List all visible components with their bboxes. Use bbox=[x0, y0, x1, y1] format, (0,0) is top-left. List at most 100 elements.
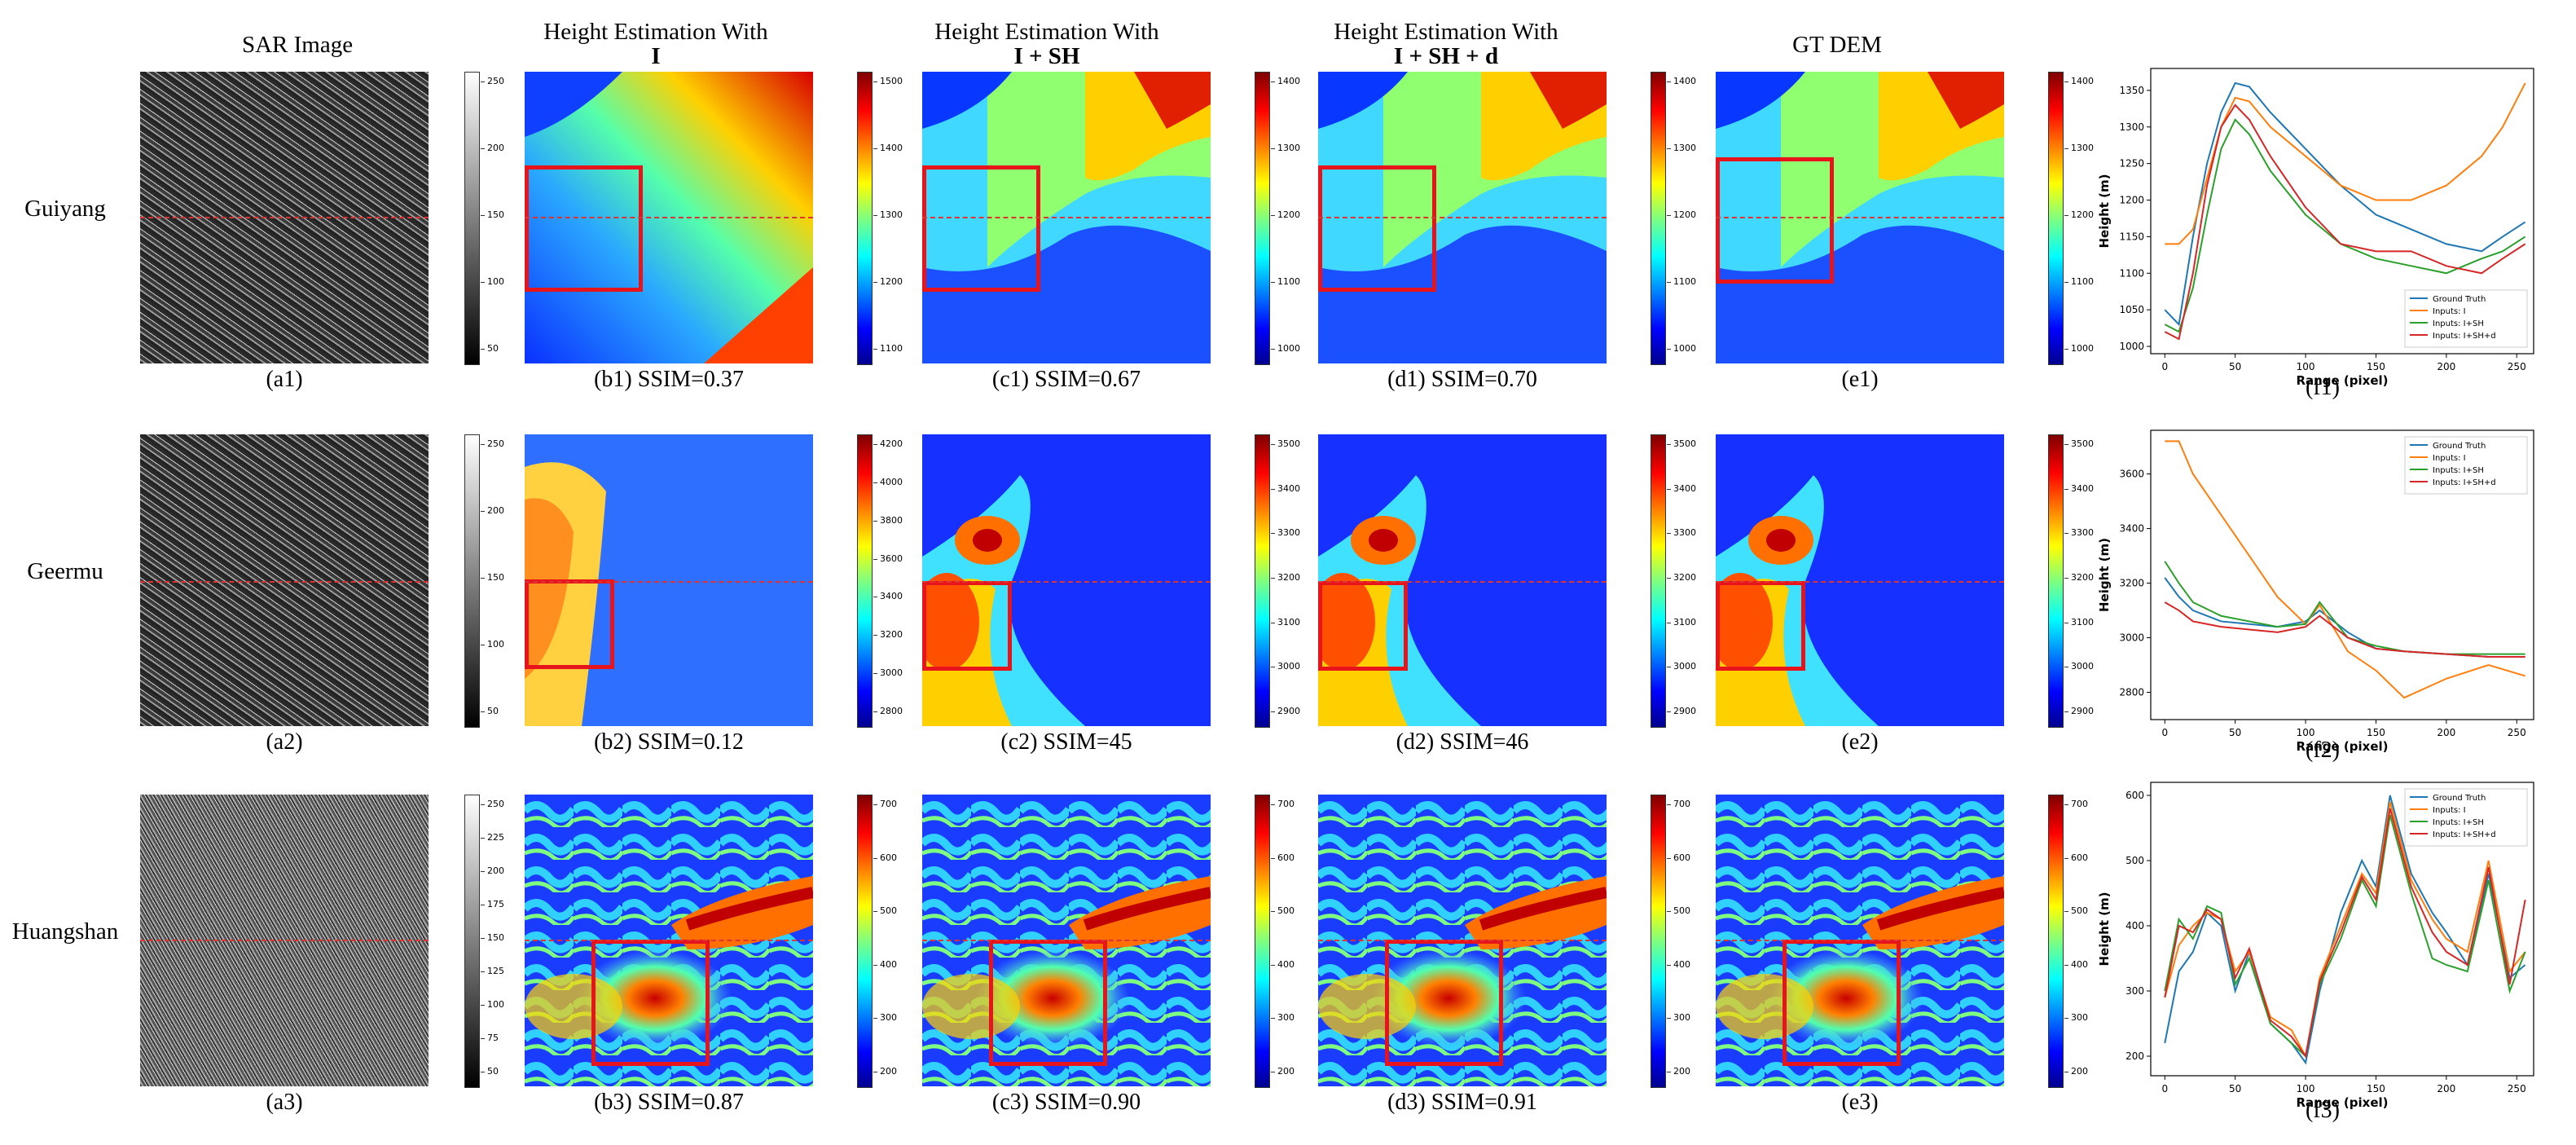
profile-line-b3 bbox=[525, 940, 813, 941]
legend-label-3: Inputs: I+SH+d bbox=[2433, 332, 2496, 341]
colorbar-tick-mark bbox=[1271, 578, 1275, 579]
tile-b2 bbox=[525, 434, 813, 726]
caption-f2: (f2) bbox=[2306, 738, 2340, 763]
colorbar-tick-mark bbox=[1667, 349, 1671, 350]
x-tick-label: 200 bbox=[2437, 1083, 2455, 1094]
x-tick-label: 150 bbox=[2367, 727, 2385, 738]
colorbar-tick-mark bbox=[2064, 81, 2068, 82]
colorbar-tick-mark bbox=[1667, 578, 1671, 579]
y-tick-label: 1250 bbox=[2119, 158, 2144, 170]
colorbar-tick-label: 300 bbox=[1673, 1012, 1690, 1024]
colorbar-tick-mark bbox=[873, 911, 877, 913]
colorbar-tick-label: 500 bbox=[1673, 905, 1690, 917]
colorbar-tick-label: 700 bbox=[880, 799, 897, 809]
colorbar-tick-mark bbox=[481, 444, 485, 445]
series-line-1 bbox=[2164, 801, 2526, 1059]
colorbar-tick-mark bbox=[1271, 349, 1275, 350]
colorbar-b1 bbox=[857, 72, 873, 365]
colorbar-tick-mark bbox=[2064, 444, 2068, 445]
profile-line-a1 bbox=[140, 217, 429, 218]
header-d: Height Estimation With I + SH + d bbox=[1334, 19, 1558, 69]
legend-label-1: Inputs: I bbox=[2433, 806, 2466, 815]
highlight-box-d1 bbox=[1318, 165, 1436, 292]
colorbar-tick-label: 50 bbox=[487, 706, 499, 716]
colorbar-tick-label: 100 bbox=[487, 639, 504, 650]
colorbar-c2 bbox=[1255, 434, 1270, 728]
colorbar-sar3 bbox=[464, 795, 480, 1088]
colorbar-tick-mark bbox=[873, 215, 877, 216]
profile-line-c1 bbox=[922, 217, 1211, 218]
colorbar-tick-mark bbox=[481, 838, 485, 839]
colorbar-tick-mark bbox=[1667, 711, 1671, 712]
colorbar-d3 bbox=[1651, 795, 1666, 1088]
y-tick-label: 1300 bbox=[2119, 121, 2144, 133]
x-tick-label: 150 bbox=[2367, 1083, 2385, 1094]
colorbar-tick-label: 1200 bbox=[2071, 209, 2094, 220]
row-label-geermu: Geermu bbox=[27, 558, 103, 584]
colorbar-tick-label: 2800 bbox=[880, 706, 903, 716]
legend-label-0: Ground Truth bbox=[2433, 794, 2486, 803]
colorbar-tick-mark bbox=[873, 857, 877, 859]
colorbar-tick-mark bbox=[873, 635, 877, 636]
tile-d2 bbox=[1318, 434, 1607, 726]
colorbar-e3 bbox=[2048, 795, 2064, 1088]
caption-b3: (b3) SSIM=0.87 bbox=[594, 1090, 744, 1115]
colorbar-tick-label: 500 bbox=[2071, 905, 2088, 917]
x-tick-label: 100 bbox=[2297, 727, 2315, 738]
profile-line-e1 bbox=[1716, 217, 2004, 218]
caption-c2: (c2) SSIM=45 bbox=[1000, 729, 1132, 755]
colorbar-tick-label: 3100 bbox=[2071, 616, 2094, 628]
highlight-box-b3 bbox=[591, 940, 710, 1066]
colorbar-tick-label: 400 bbox=[880, 958, 897, 970]
colorbar-tick-mark bbox=[2064, 711, 2068, 712]
caption-c3: (c3) SSIM=0.90 bbox=[991, 1090, 1141, 1115]
colorbar-tick-label: 600 bbox=[1277, 852, 1295, 863]
colorbar-tick-label: 300 bbox=[1277, 1012, 1295, 1024]
colorbar-tick-label: 1000 bbox=[2071, 343, 2094, 354]
colorbar-tick-mark bbox=[1667, 804, 1671, 805]
colorbar-tick-label: 200 bbox=[2071, 1066, 2088, 1077]
series-line-3 bbox=[2164, 601, 2525, 658]
x-tick-label: 0 bbox=[2161, 361, 2168, 372]
colorbar-tick-label: 100 bbox=[487, 276, 504, 287]
heightmap-image bbox=[1716, 434, 2004, 726]
colorbar-tick-mark bbox=[481, 578, 485, 579]
colorbar-tick-label: 600 bbox=[880, 852, 897, 863]
colorbar-tick-label: 1100 bbox=[1673, 276, 1696, 287]
caption-d1: (d1) SSIM=0.70 bbox=[1387, 367, 1537, 392]
y-axis-label: Height (m) bbox=[2097, 174, 2112, 248]
colorbar-tick-label: 1200 bbox=[880, 276, 903, 287]
colorbar-tick-label: 75 bbox=[487, 1033, 499, 1043]
legend-box bbox=[2404, 788, 2528, 847]
colorbar-tick-mark bbox=[481, 511, 485, 512]
colorbar-tick-label: 2900 bbox=[1277, 706, 1300, 716]
colorbar-tick-label: 100 bbox=[487, 999, 504, 1010]
row-label-guiyang: Guiyang bbox=[24, 196, 106, 222]
colorbar-tick-label: 3000 bbox=[2071, 661, 2094, 672]
colorbar-e2 bbox=[2048, 434, 2064, 728]
colorbar-tick-label: 1400 bbox=[2071, 76, 2094, 86]
colorbar-tick-mark bbox=[1271, 711, 1275, 712]
colorbar-tick-mark bbox=[1667, 964, 1671, 966]
colorbar-tick-mark bbox=[481, 1005, 485, 1006]
colorbar-tick-label: 3100 bbox=[1277, 616, 1300, 628]
profile-plot-f3: 0 50 100 150 200 250 200 300 400 500 600 Range (pix… bbox=[2097, 782, 2534, 1110]
colorbar-tick-label: 3200 bbox=[1673, 572, 1696, 583]
profile-line-d3 bbox=[1318, 940, 1607, 941]
colorbar-tick-mark bbox=[1667, 488, 1671, 490]
y-tick-label: 1100 bbox=[2119, 267, 2144, 279]
colorbar-tick-label: 250 bbox=[487, 76, 504, 86]
colorbar-tick-mark bbox=[1271, 857, 1275, 859]
heightmap-image bbox=[1318, 434, 1607, 726]
colorbar-tick-label: 50 bbox=[487, 1066, 499, 1077]
colorbar-tick-mark bbox=[481, 711, 485, 712]
colorbar-tick-label: 600 bbox=[1673, 852, 1690, 863]
colorbar-tick-mark bbox=[1271, 215, 1275, 216]
colorbar-tick-label: 1100 bbox=[1277, 276, 1300, 287]
colorbar-tick-mark bbox=[873, 482, 877, 483]
colorbar-tick-label: 3500 bbox=[1673, 438, 1696, 449]
highlight-box-e2 bbox=[1716, 581, 1805, 671]
colorbar-tick-label: 3000 bbox=[1673, 661, 1696, 672]
colorbar-tick-mark bbox=[481, 804, 485, 805]
colorbar-tick-mark bbox=[481, 81, 485, 82]
